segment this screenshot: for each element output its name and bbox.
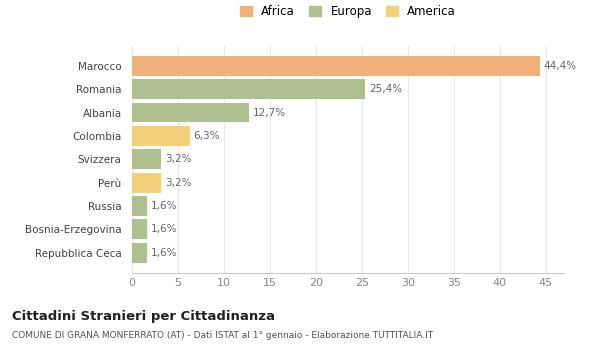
Bar [132, 103, 249, 122]
Bar [132, 243, 147, 262]
Bar [132, 173, 161, 193]
Text: 25,4%: 25,4% [369, 84, 402, 94]
Bar [132, 56, 540, 76]
Text: 1,6%: 1,6% [151, 224, 177, 234]
Text: COMUNE DI GRANA MONFERRATO (AT) - Dati ISTAT al 1° gennaio - Elaborazione TUTTIT: COMUNE DI GRANA MONFERRATO (AT) - Dati I… [12, 331, 433, 340]
Text: 1,6%: 1,6% [151, 201, 177, 211]
Bar [132, 126, 190, 146]
Text: 3,2%: 3,2% [165, 177, 191, 188]
Text: Cittadini Stranieri per Cittadinanza: Cittadini Stranieri per Cittadinanza [12, 310, 275, 323]
Legend: Africa, Europa, America: Africa, Europa, America [236, 1, 460, 21]
Text: 1,6%: 1,6% [151, 248, 177, 258]
Text: 12,7%: 12,7% [253, 107, 286, 118]
Bar [132, 149, 161, 169]
Text: 3,2%: 3,2% [165, 154, 191, 164]
Bar [132, 79, 365, 99]
Text: 6,3%: 6,3% [194, 131, 220, 141]
Bar [132, 219, 147, 239]
Bar [132, 196, 147, 216]
Text: 44,4%: 44,4% [544, 61, 577, 71]
